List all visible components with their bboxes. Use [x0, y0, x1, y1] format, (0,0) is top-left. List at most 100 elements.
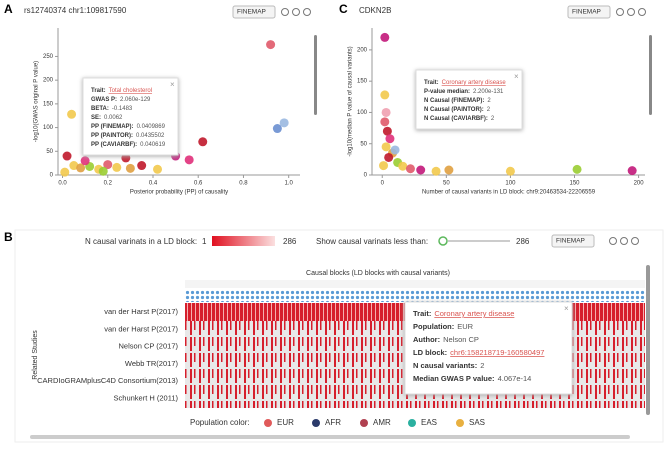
point[interactable] [381, 142, 391, 152]
point[interactable] [76, 163, 86, 173]
tooltip-value: 2.060e-129 [120, 97, 151, 103]
method-select[interactable] [551, 234, 595, 248]
point[interactable] [137, 161, 147, 171]
point[interactable] [380, 32, 390, 42]
tooltip-line: Trait: Coronary artery disease [424, 80, 506, 86]
tooltip [415, 69, 523, 130]
study-label: van der Harst P(2017) [104, 307, 178, 316]
point[interactable] [198, 137, 208, 147]
tool-icon[interactable] [292, 8, 300, 16]
tooltip-key: PP (PAINTOR): [91, 133, 133, 139]
heatmap-heading: Causal blocks (LD blocks with causal var… [306, 270, 450, 277]
point[interactable] [62, 151, 72, 161]
population-dot [360, 419, 368, 427]
point[interactable] [382, 126, 392, 136]
tooltip-key: Trait: [413, 309, 431, 318]
y-tick-label: 150 [357, 79, 368, 85]
slider-handle[interactable] [438, 236, 448, 246]
y-axis-label: -log10(median P value of causal variants… [348, 46, 354, 156]
point[interactable] [380, 117, 390, 127]
point[interactable] [444, 165, 454, 175]
point[interactable] [405, 164, 415, 174]
point[interactable] [390, 145, 400, 155]
point[interactable] [184, 155, 194, 165]
y-axis-label: -log10(GWAS original P value) [34, 61, 40, 142]
population-name: SAS [469, 418, 485, 427]
color-scale [212, 236, 275, 246]
point[interactable] [384, 152, 394, 162]
scrollbar [649, 35, 652, 115]
tool-icon[interactable] [616, 8, 624, 16]
tooltip-line: N Causal (CAVIARBF): 2 [424, 116, 495, 122]
tooltip-value: 2 [480, 361, 484, 370]
point[interactable] [98, 166, 108, 176]
point[interactable] [60, 167, 70, 177]
method-label: FINEMAP [556, 238, 585, 245]
tooltip-value: 2.200e-131 [473, 89, 504, 95]
study-label: Webb TR(2017) [125, 359, 179, 368]
legend-min: 1 [202, 237, 207, 246]
tooltip-value: 0.040619 [140, 142, 166, 148]
tooltip-line: P-value median: 2.200e-131 [424, 89, 504, 95]
tool-icon[interactable] [638, 8, 646, 16]
point[interactable] [380, 90, 390, 100]
tool-icon[interactable] [620, 237, 628, 245]
point[interactable] [103, 160, 113, 170]
tooltip-value[interactable]: chr6:158218719-160580497 [450, 348, 544, 357]
point[interactable] [398, 161, 408, 171]
tooltip-value[interactable]: Coronary artery disease [442, 80, 507, 86]
x-tick-label: 0.4 [149, 181, 158, 187]
tool-icon[interactable] [631, 237, 639, 245]
y-tick-label: 200 [43, 78, 54, 84]
study-label: Nelson CP (2017) [119, 342, 179, 351]
tooltip-value[interactable]: Total cholesterol [109, 88, 152, 94]
point[interactable] [125, 163, 135, 173]
population-dot [312, 419, 320, 427]
point[interactable] [385, 134, 395, 144]
tool-icon[interactable] [609, 237, 617, 245]
point[interactable] [272, 124, 282, 134]
tooltip-close: × [170, 80, 175, 89]
x-axis-label: Posterior probability (PP) of causality [130, 190, 228, 196]
tooltip-value[interactable]: Coronary artery disease [434, 309, 514, 318]
point[interactable] [627, 166, 637, 176]
tooltip-value: 0.0062 [104, 115, 123, 121]
tool-icon[interactable] [627, 8, 635, 16]
point[interactable] [80, 156, 90, 166]
point[interactable] [381, 107, 391, 117]
point[interactable] [431, 166, 441, 176]
tool-icon[interactable] [281, 8, 289, 16]
scrollbar-v[interactable] [646, 265, 650, 415]
tooltip-line: PP (CAVIARBF): 0.040619 [91, 142, 166, 148]
tooltip [82, 77, 179, 156]
point[interactable] [572, 164, 582, 174]
study-label: van der Harst P(2017) [104, 324, 178, 333]
tooltip-line: PP (FINEMAP): 0.0409869 [91, 124, 166, 130]
tooltip-value: EUR [457, 322, 473, 331]
panel-letter: A [4, 2, 13, 16]
tooltip-line: N Causal (PAINTOR): 2 [424, 107, 491, 113]
method-select[interactable] [232, 5, 276, 19]
x-tick-label: 0.0 [58, 181, 67, 187]
tooltip-value: 2 [491, 116, 495, 122]
y-tick-label: 200 [357, 47, 368, 53]
point[interactable] [153, 164, 163, 174]
point[interactable] [379, 161, 389, 171]
tooltip-key: Median GWAS P value: [413, 374, 495, 383]
point[interactable] [67, 109, 77, 119]
point[interactable] [416, 165, 426, 175]
population-name: EAS [421, 418, 437, 427]
method-select[interactable] [567, 5, 611, 19]
tool-icon[interactable] [303, 8, 311, 16]
panel-letter: B [4, 230, 13, 244]
population-dot [264, 419, 272, 427]
method-label: FINEMAP [572, 9, 601, 16]
point[interactable] [121, 153, 131, 163]
point[interactable] [69, 161, 79, 171]
point[interactable] [279, 118, 289, 128]
point[interactable] [266, 40, 276, 50]
point[interactable] [505, 166, 515, 176]
scrollbar-h[interactable] [30, 435, 630, 439]
population-dot [456, 419, 464, 427]
point[interactable] [112, 162, 122, 172]
